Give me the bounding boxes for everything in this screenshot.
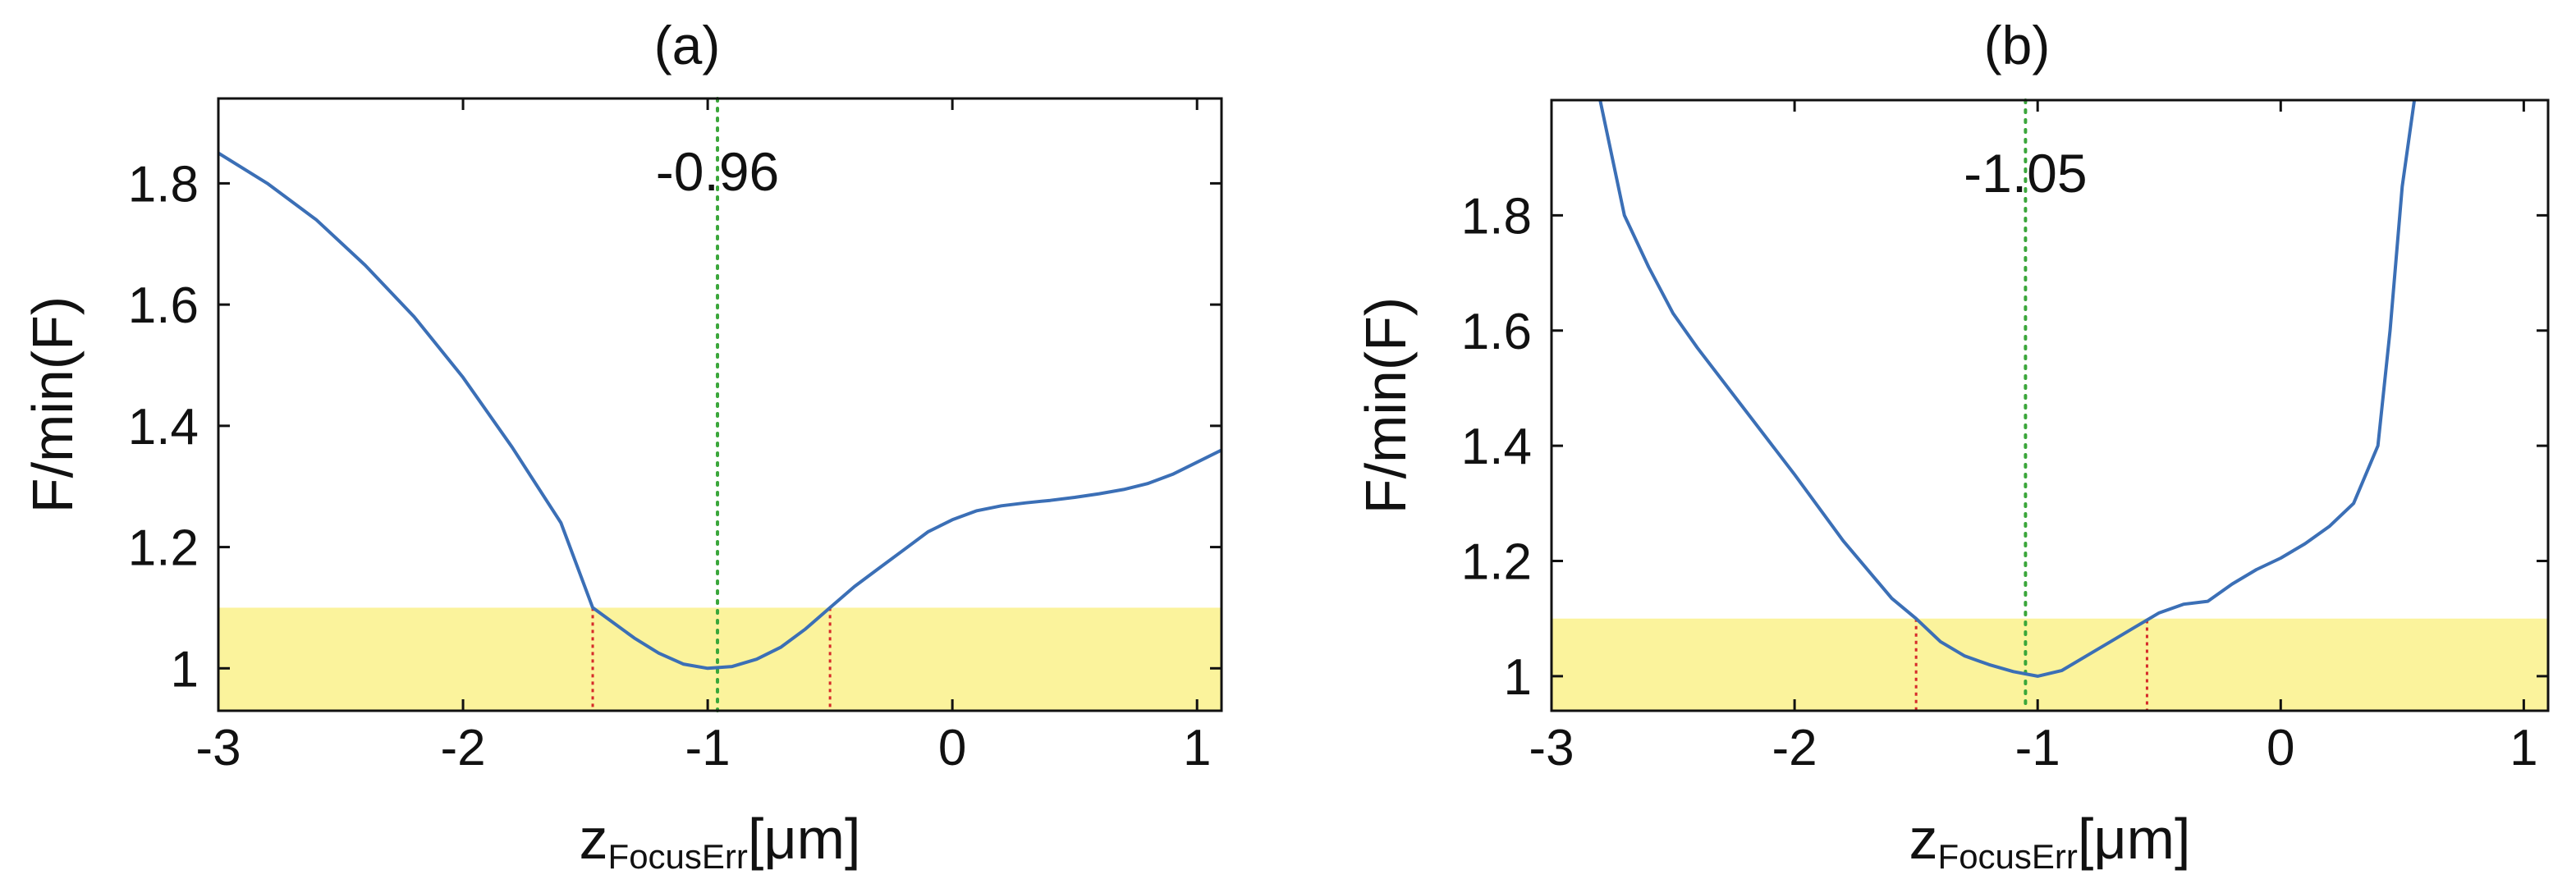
panel-a-x-axis-label: zFocusErr[μm] [580,807,861,876]
panel-b-threshold-band [1552,618,2548,711]
panel-b-x-tick-label: -2 [1772,720,1817,776]
panel-b-y-tick-label: 1 [1504,649,1532,706]
panel-a-x-tick-label: 0 [938,720,966,776]
panel-b-x-tick-label: 1 [2510,720,2537,776]
panel-a-y-tick-label: 1.4 [128,399,199,456]
panel-b-x-tick-label: -1 [2015,720,2060,776]
panel-a-x-tick-label: -1 [685,720,731,776]
panel-b-y-tick-label: 1.4 [1461,419,1532,475]
panel-b-axes-frame [1550,98,2550,712]
panel-b-optimum-label: -1.05 [1964,143,2087,204]
panel-b-x-tick-label: -3 [1529,720,1574,776]
panel-b-y-tick-label: 1.8 [1461,188,1532,245]
panel-b-x-axis-label: zFocusErr[μm] [1909,807,2191,876]
panel-a-series-line [218,151,1222,671]
panel-b-x-axis-label-sub: FocusErr [1938,837,2078,876]
panel-a-threshold-band [218,607,1222,711]
panel-b-y-tick-label: 1.2 [1461,534,1532,591]
panel-a-y-tick-label: 1.8 [128,156,199,213]
panel-a-x-tick-label: 1 [1183,720,1211,776]
panel-a-x-axis-label-main: z [580,807,608,871]
panel-a-x-tick-label: -2 [440,720,485,776]
panel-a-panel-label: (a) [654,15,721,76]
panel-b-y-axis-label: F/min(F) [1354,297,1418,514]
panel-a-chart: -3 -2 -1 0 1 1 1.2 1.4 1.6 1.8 (a) -0.96 F/min(F) zFo… [21,15,1223,876]
panel-a-y-tick-label: 1.6 [128,277,199,334]
panel-b-x-axis-label-unit: [μm] [2078,807,2191,871]
panel-b-x-tick-label: 0 [2267,720,2294,776]
panel-a-x-axis-label-sub: FocusErr [608,837,748,876]
panel-a-optimum-label: -0.96 [656,141,779,202]
panel-a-y-axis-label: F/min(F) [21,296,85,513]
panel-a-y-tick-label: 1 [171,641,199,698]
panel-a-y-tick-label: 1.2 [128,520,199,577]
panel-b-chart: -3 -2 -1 0 1 1 1.2 1.4 1.6 1.8 (b) -1.05 F/min(F) zFo… [1354,15,2550,876]
panel-b-panel-label: (b) [1984,15,2051,76]
panel-a-axes-frame [217,97,1223,712]
panel-b-y-tick-label: 1.6 [1461,304,1532,360]
panel-b-x-axis-label-main: z [1909,807,1938,871]
panel-b-series-line [1598,100,2417,678]
panel-a-x-tick-label: -3 [195,720,241,776]
panel-a-x-axis-label-unit: [μm] [748,807,861,871]
